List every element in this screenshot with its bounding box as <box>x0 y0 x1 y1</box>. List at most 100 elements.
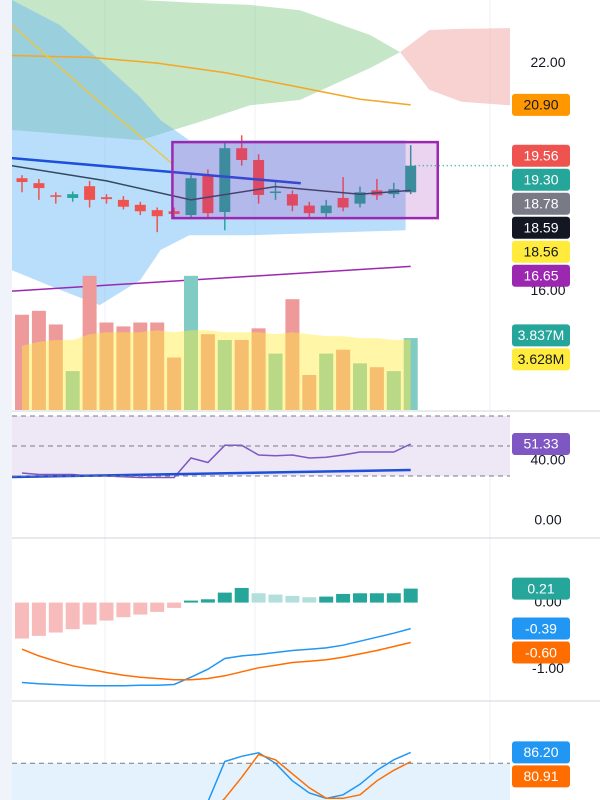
candle-body <box>219 148 231 213</box>
price-tag <box>512 168 570 191</box>
y-tick-label: 22.00 <box>530 54 565 70</box>
candle-body <box>236 148 248 160</box>
volume-bar <box>48 324 63 410</box>
indicator-line <box>21 641 411 681</box>
histogram-bar <box>369 593 384 603</box>
candle-body <box>117 199 129 207</box>
histogram-bar <box>31 602 46 636</box>
volume-average-area <box>22 330 411 410</box>
histogram-bar <box>336 593 351 603</box>
price-tag-label: 3.837M <box>518 327 565 343</box>
volume-bar <box>386 371 401 410</box>
candle-body <box>337 197 349 208</box>
pane <box>15 275 418 410</box>
volume-bar <box>251 328 266 410</box>
candle-body <box>270 191 281 194</box>
candle-body <box>16 178 28 183</box>
candle-body <box>185 178 197 216</box>
price-tag-label: 18.59 <box>523 219 558 235</box>
histogram-bar <box>251 593 266 603</box>
indicator-line <box>207 751 412 800</box>
volume-bar <box>200 334 215 410</box>
volume-bar <box>302 375 317 410</box>
candle-body <box>202 175 214 214</box>
price-tag-label: 18.56 <box>523 243 558 259</box>
price-tag-label: -0.39 <box>525 620 557 636</box>
volume-bar <box>184 275 198 410</box>
candle-body <box>134 204 146 212</box>
histogram-bar <box>268 594 283 603</box>
price-tag <box>512 93 570 116</box>
volume-bar <box>217 340 232 410</box>
indicator-line <box>21 627 411 687</box>
candle-body <box>354 192 366 204</box>
histogram-bar <box>353 593 367 603</box>
volume-bar <box>353 363 367 410</box>
candle-body <box>405 165 417 193</box>
candle-body <box>50 195 62 197</box>
price-tag <box>512 765 570 788</box>
indicator-line <box>12 164 411 201</box>
candle-body <box>303 205 315 214</box>
histogram-bar <box>15 602 29 639</box>
candle-body <box>168 211 180 214</box>
candle-body <box>320 205 332 214</box>
candle-body <box>286 194 298 206</box>
histogram-bar <box>319 596 334 603</box>
histogram-bar <box>65 602 80 630</box>
price-tag <box>512 641 570 664</box>
price-tag <box>512 348 570 371</box>
price-tag-label: 3.628M <box>518 351 565 367</box>
volume-bar <box>82 275 97 410</box>
volume-bar <box>285 299 300 410</box>
histogram-bar <box>217 592 232 603</box>
volume-bar <box>15 314 29 410</box>
histogram-bar <box>116 602 131 618</box>
histogram-bar <box>184 600 198 603</box>
level-band <box>12 763 510 800</box>
price-tag <box>512 240 570 263</box>
volume-bar <box>369 367 384 410</box>
candle-body <box>253 159 265 195</box>
histogram-bar <box>82 602 97 625</box>
candle-body <box>151 210 163 217</box>
price-tag-label: 51.33 <box>523 436 558 452</box>
volume-bar <box>167 357 182 410</box>
price-tag <box>512 433 570 456</box>
volume-bar <box>336 349 351 410</box>
price-tag-label: 19.56 <box>523 147 558 163</box>
price-tag-label: 0.21 <box>527 580 554 596</box>
y-tick-label: 0.00 <box>534 512 561 528</box>
histogram-bar <box>234 587 249 603</box>
price-tag <box>512 741 570 764</box>
range-box <box>171 140 439 220</box>
indicator-line <box>12 156 301 185</box>
indicator-line <box>12 54 411 106</box>
histogram-bar <box>200 599 215 603</box>
volume-bar <box>31 310 46 410</box>
candle-body <box>84 186 96 200</box>
volume-bar <box>319 353 334 410</box>
indicator-line <box>12 24 173 165</box>
price-tag <box>512 617 570 640</box>
volume-bar <box>234 340 249 410</box>
price-tag-label: 20.90 <box>523 97 558 113</box>
price-tag <box>512 264 570 287</box>
price-tag <box>512 324 570 347</box>
y-tick-label: 40.00 <box>530 452 565 468</box>
pane <box>12 416 510 479</box>
candle-body <box>33 183 45 189</box>
indicator-line <box>12 265 411 292</box>
histogram-bar <box>99 602 114 621</box>
volume-bar <box>65 371 80 410</box>
left-strip <box>0 0 12 800</box>
histogram-bar <box>167 602 182 608</box>
volume-bar <box>403 338 418 410</box>
price-tag <box>512 216 570 239</box>
pane <box>12 0 510 306</box>
cloud-area <box>12 0 406 306</box>
price-tag-label: -0.60 <box>525 644 557 660</box>
volume-bar <box>99 322 114 410</box>
price-tag <box>512 144 570 167</box>
histogram-bar <box>133 602 148 615</box>
